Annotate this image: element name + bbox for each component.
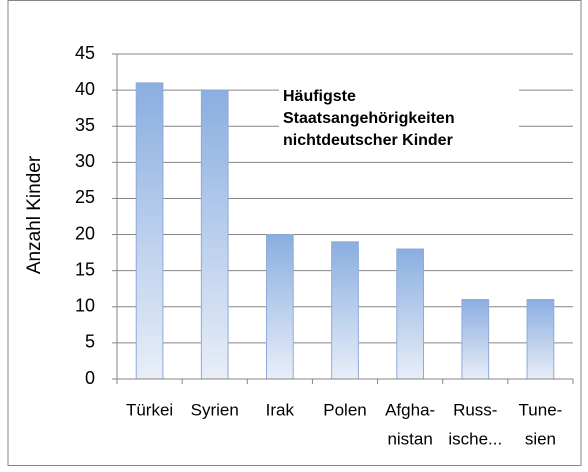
chart-title: Häufigste: [283, 88, 356, 105]
bar: [396, 248, 424, 380]
bar: [200, 89, 229, 380]
y-tick-label: 35: [75, 115, 95, 135]
y-tick-label: 25: [75, 187, 95, 207]
bar: [461, 299, 490, 380]
y-tick-label: 45: [75, 43, 95, 63]
x-tick-label: Polen: [323, 400, 366, 419]
x-tick-label: Syrien: [191, 400, 239, 419]
y-tick-label: 20: [75, 223, 95, 243]
y-tick-label: 10: [75, 296, 95, 316]
x-tick-label: nistan: [387, 429, 432, 448]
bar: [526, 299, 555, 380]
chart-title: nichtdeutscher Kinder: [283, 132, 453, 149]
x-tick-label: Afgha-: [385, 400, 435, 419]
y-axis-label: Anzahl Kinder: [24, 155, 45, 274]
title-background: [279, 85, 519, 153]
x-tick-label: sien: [525, 429, 556, 448]
x-tick-label: Tune-: [519, 400, 563, 419]
chart-frame: [7, 0, 582, 466]
bar: [135, 82, 164, 380]
y-tick-label: 30: [75, 151, 95, 171]
x-tick-label: Irak: [266, 400, 295, 419]
y-tick-label: 5: [85, 332, 95, 352]
x-tick-label: ische...: [448, 429, 502, 448]
y-tick-label: 0: [85, 368, 95, 388]
x-tick-label: Türkei: [126, 400, 173, 419]
bar: [331, 241, 359, 380]
x-tick-label: Russ-: [453, 400, 497, 419]
bar: [266, 234, 294, 380]
y-tick-label: 15: [75, 259, 95, 279]
chart-title: Staatsangehörigkeiten: [283, 110, 455, 127]
y-tick-label: 40: [75, 79, 95, 99]
